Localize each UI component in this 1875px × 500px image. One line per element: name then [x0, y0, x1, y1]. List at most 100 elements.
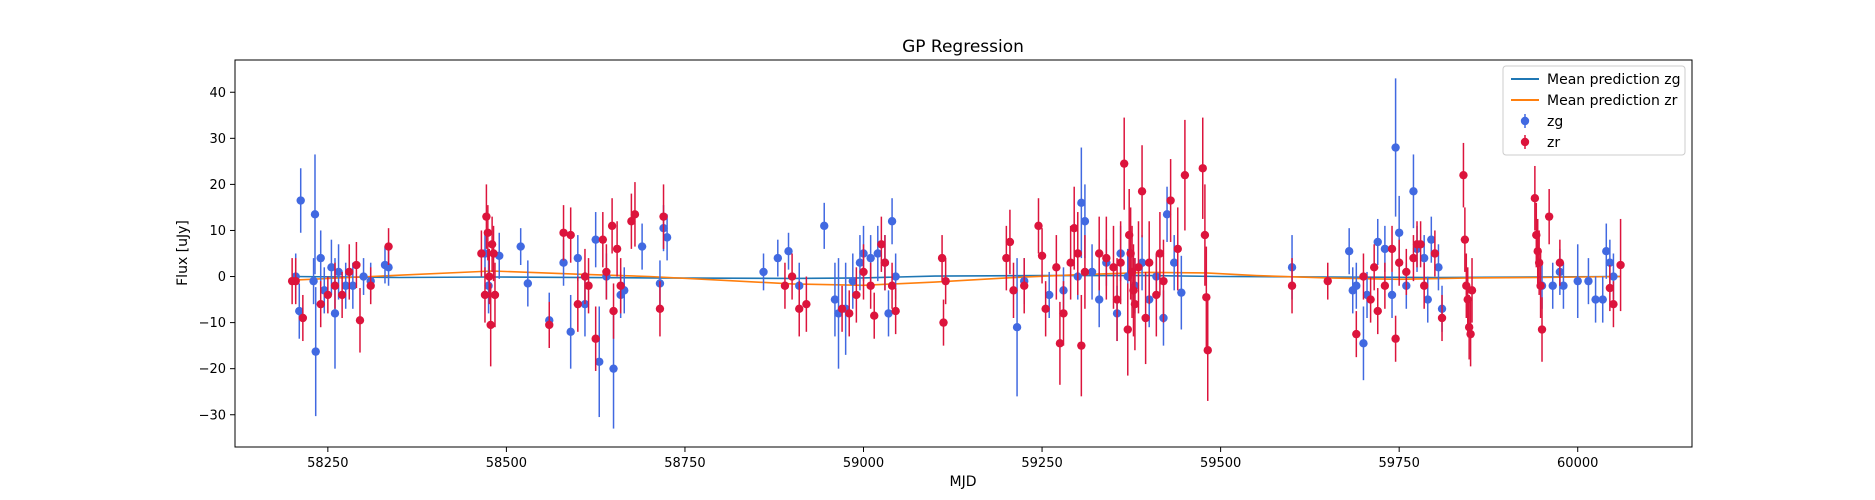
point-zg: [330, 309, 340, 318]
point-zr: [837, 304, 847, 313]
point-zr: [323, 290, 333, 300]
point-zg: [1423, 295, 1432, 304]
x-axis-label: MJD: [950, 474, 977, 490]
point-zr: [1287, 281, 1297, 290]
legend-label: zg: [1547, 114, 1563, 130]
point-zr: [1070, 223, 1079, 233]
point-zg: [848, 276, 857, 286]
point-zr: [1129, 286, 1138, 295]
point-zr: [486, 320, 495, 330]
point-zr: [1109, 263, 1118, 272]
y-tick-label: 20: [209, 178, 226, 193]
y-tick-label: 0: [218, 270, 226, 285]
point-zg: [1045, 290, 1054, 300]
point-zg: [1573, 276, 1582, 286]
point-zr: [1387, 244, 1397, 254]
point-zg: [1409, 187, 1418, 196]
point-zr: [1059, 309, 1068, 318]
y-tick-label: 40: [209, 86, 226, 101]
point-zr: [291, 276, 300, 286]
x-tick-label: 59250: [1021, 456, 1062, 471]
point-zr: [1437, 313, 1447, 323]
point-zr: [866, 281, 875, 290]
legend-swatch-marker: [1520, 137, 1530, 147]
point-zr: [787, 272, 797, 281]
point-zg: [1559, 281, 1568, 290]
point-zg: [887, 217, 897, 226]
point-zg: [296, 196, 305, 205]
point-zr: [1459, 170, 1468, 180]
point-zr: [1430, 249, 1440, 258]
point-zg: [1380, 244, 1390, 254]
point-zg: [1344, 246, 1354, 256]
point-zg: [1177, 288, 1186, 297]
y-tick-label: 10: [209, 224, 226, 239]
point-zg: [384, 263, 393, 272]
point-zr: [598, 235, 608, 244]
point-zg: [1434, 263, 1443, 272]
point-zr: [366, 281, 375, 290]
point-zr: [384, 242, 393, 251]
point-zg: [1169, 258, 1179, 267]
point-zg: [1087, 267, 1097, 277]
point-zr: [580, 272, 590, 281]
point-zg: [820, 221, 829, 231]
point-zr: [1116, 258, 1125, 267]
point-zg: [1162, 210, 1172, 219]
point-zr: [485, 272, 494, 281]
y-tick-label: −30: [199, 408, 226, 423]
point-zr: [602, 267, 611, 277]
point-zr: [1002, 253, 1011, 263]
legend-label: Mean prediction zr: [1547, 93, 1678, 109]
point-zg: [311, 347, 320, 356]
point-zr: [1466, 329, 1475, 339]
point-zr: [627, 217, 636, 226]
point-zr: [345, 267, 354, 277]
point-zr: [584, 281, 593, 290]
point-zr: [630, 210, 640, 219]
point-zr: [1080, 267, 1090, 277]
point-zg: [1609, 272, 1618, 281]
point-zg: [310, 210, 320, 219]
point-zr: [1202, 293, 1211, 302]
point-zr: [1369, 263, 1379, 272]
x-tick-label: 58500: [486, 456, 527, 471]
point-zr: [1409, 253, 1418, 263]
point-zg: [759, 267, 768, 277]
point-zr: [1112, 295, 1122, 304]
point-zr: [1119, 159, 1129, 168]
point-zr: [1037, 251, 1047, 261]
point-zr: [1130, 299, 1140, 309]
point-zr: [1419, 281, 1429, 290]
point-zr: [1052, 263, 1061, 272]
point-zr: [1095, 249, 1104, 258]
point-zr: [573, 299, 583, 309]
point-zr: [1464, 323, 1474, 332]
legend: Mean prediction zg Mean prediction zr zg zr: [1502, 65, 1686, 156]
x-tick-label: 59750: [1378, 456, 1419, 471]
point-zr: [1200, 230, 1210, 240]
point-zg: [773, 253, 783, 263]
point-zr: [1020, 281, 1029, 290]
point-zr: [1159, 276, 1168, 286]
point-zg: [884, 309, 893, 318]
point-zr: [355, 316, 365, 325]
point-zr: [870, 311, 879, 320]
point-zg: [595, 357, 604, 366]
point-zr: [480, 290, 490, 300]
chart-title: GP Regression: [902, 37, 1024, 57]
point-zr: [1166, 196, 1175, 205]
point-zg: [1419, 253, 1429, 263]
point-zr: [1416, 240, 1425, 249]
point-zr: [941, 276, 950, 286]
legend-box: [1502, 65, 1686, 156]
y-tick-label: 30: [209, 132, 226, 147]
point-zr: [482, 212, 491, 221]
point-zr: [1041, 304, 1050, 313]
point-zg: [1077, 198, 1086, 208]
series-zr: [287, 117, 1625, 401]
point-zg: [295, 306, 304, 316]
point-zr: [1359, 272, 1368, 281]
point-zr: [352, 260, 361, 270]
point-zg: [359, 272, 368, 281]
